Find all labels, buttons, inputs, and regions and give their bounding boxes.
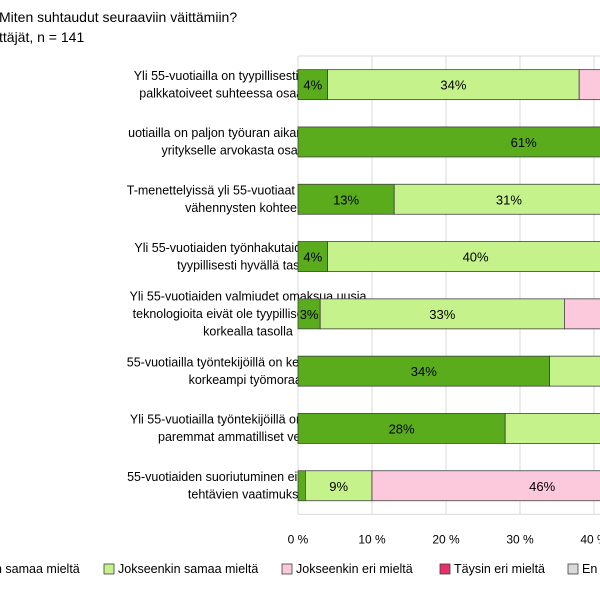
chart-title-line: ttäjät, n = 141 xyxy=(0,29,84,45)
data-label: 46% xyxy=(529,479,555,494)
legend-swatch xyxy=(103,563,115,575)
data-label: 40% xyxy=(463,250,489,265)
data-label: 61% xyxy=(511,135,537,150)
bar-segment xyxy=(297,126,600,158)
data-label: 13% xyxy=(333,192,359,207)
bar-segment xyxy=(549,355,600,387)
data-label: 33% xyxy=(429,307,455,322)
bar-segment xyxy=(319,298,565,330)
x-tick-label: 0 % xyxy=(288,532,309,546)
chart-title-line: Miten suhtaudut seuraaviin väittämiin? xyxy=(0,9,237,25)
x-axis-ticks: 0 %10 %20 %30 %40 %50 %60 %70 %80 %9 xyxy=(288,532,600,546)
x-tick-label: 10 % xyxy=(358,532,386,546)
data-label: 4% xyxy=(303,78,322,93)
bar-segment xyxy=(297,413,506,444)
category-label: vähennysten kohteena xyxy=(185,201,311,215)
bar-segment xyxy=(564,298,600,330)
category-label: tyypillisesti hyvällä tasolla xyxy=(177,258,319,272)
legend-swatch xyxy=(281,563,293,575)
legend-label: Jokseenkin eri mieltä xyxy=(296,562,413,576)
data-label: 3% xyxy=(300,307,319,322)
legend-label: Täysin eri mieltä xyxy=(454,562,545,576)
category-label: korkealla tasolla xyxy=(203,324,293,338)
category-label: korkeampi työmoraali xyxy=(189,373,308,387)
legend: n samaa mieltä Jokseenkin samaa mieltä Jok… xyxy=(0,562,600,576)
legend-swatch xyxy=(567,563,579,575)
bar-segment xyxy=(304,470,373,502)
gridlines xyxy=(297,55,600,515)
bar-segment xyxy=(297,355,551,387)
data-label: 31% xyxy=(496,192,522,207)
data-label: 4% xyxy=(303,250,322,265)
bar-segment xyxy=(297,241,329,272)
bar-segment xyxy=(327,69,580,101)
legend-swatch xyxy=(439,563,451,575)
category-label: tehtävien vaatimuksia xyxy=(188,488,308,502)
legend-label: En o xyxy=(582,562,600,576)
bar-segment xyxy=(504,413,600,444)
bar-segment xyxy=(371,470,600,502)
data-label: 34% xyxy=(411,364,437,379)
chart-title: Miten suhtaudut seuraaviin väittämiin? tt… xyxy=(0,9,237,45)
bar-segment xyxy=(393,183,600,215)
category-label: yritykselle arvokasta osaamista xyxy=(162,144,335,158)
bar-segment xyxy=(578,69,600,101)
data-label: 28% xyxy=(389,421,415,436)
bar-segment xyxy=(297,470,306,502)
bars: 4%34%39%16%61%36%13%31%30%16%4%40%34%8%3… xyxy=(297,69,600,502)
x-tick-label: 40 % xyxy=(580,532,600,546)
legend-label: n samaa mieltä xyxy=(0,562,80,576)
data-label: 9% xyxy=(329,479,348,494)
legend-label: Jokseenkin samaa mieltä xyxy=(118,562,258,576)
data-label: 34% xyxy=(440,78,466,93)
bar-segment xyxy=(327,241,600,272)
category-label: paremmat ammatilliset verkostot xyxy=(158,430,338,444)
x-tick-label: 30 % xyxy=(506,532,534,546)
x-tick-label: 20 % xyxy=(432,532,460,546)
